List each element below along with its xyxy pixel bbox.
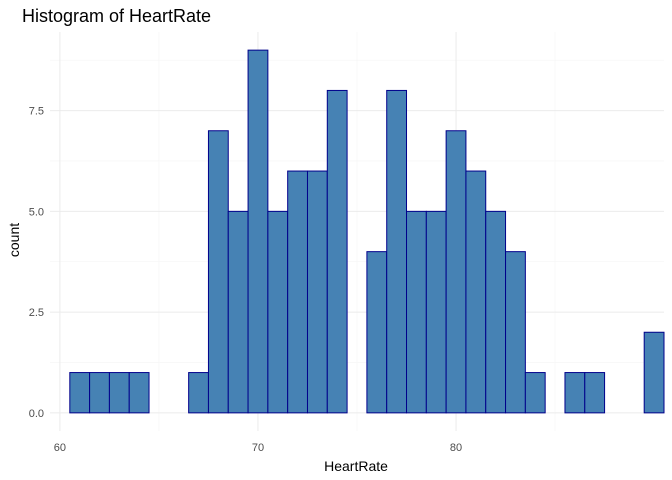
histogram-bar [425,210,447,414]
histogram-bar [207,130,229,414]
histogram-bar [247,49,269,414]
histogram-bar [406,210,427,414]
histogram-bar [108,372,130,414]
bars [69,49,665,414]
x-tick-label: 70 [252,442,264,454]
histogram-bar [386,89,408,414]
y-axis-title: count [6,223,22,257]
x-tick-label: 80 [450,442,462,454]
histogram-bar [128,372,150,414]
histogram-bar [485,210,507,414]
y-tick-label: 0.0 [29,408,44,420]
x-axis-title: HeartRate [324,458,388,474]
histogram-bar [524,372,546,414]
histogram-bar [227,210,249,414]
histogram-bar [643,331,665,414]
histogram-bar [366,251,388,414]
histogram-bar [326,89,348,414]
histogram-bar [445,130,467,414]
histogram-bar [564,372,586,414]
histogram-bar [505,251,526,414]
histogram-bar [287,170,308,414]
histogram-bar [267,210,289,414]
grid-lines [50,32,664,431]
y-tick-label: 5.0 [29,206,44,218]
histogram-bar [89,372,110,414]
histogram-bar [306,170,328,414]
histogram-bar [465,170,487,414]
histogram-bar [69,372,91,414]
chart-title: Histogram of HeartRate [22,6,212,26]
histogram-bar [584,372,606,414]
y-tick-label: 7.5 [29,106,44,118]
y-tick-label: 2.5 [29,307,44,319]
x-tick-label: 60 [54,442,66,454]
tick-labels: 60 70 80 0.0 2.5 5.0 7.5 [29,106,462,454]
histogram-bar [188,372,209,414]
